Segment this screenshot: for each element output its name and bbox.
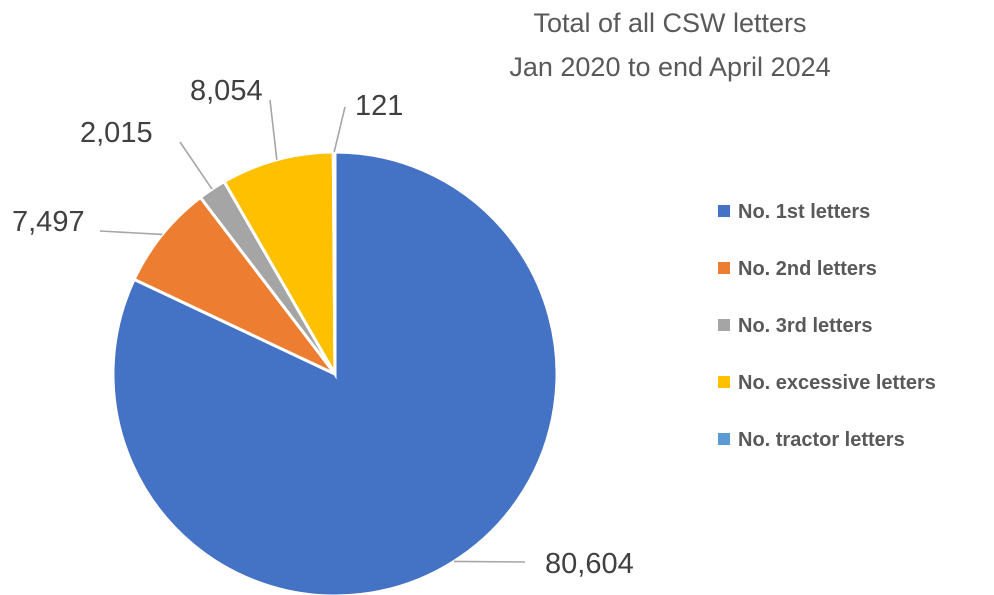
legend-swatch-no-3rd-letters — [718, 319, 730, 331]
pie-slice-no-excessive-letters — [222, 150, 337, 380]
leader-lines — [99, 99, 526, 563]
legend-swatch-no-excessive-letters — [718, 376, 730, 388]
legend-label-no-tractor-letters: No. tractor letters — [738, 429, 905, 451]
leader-line-no-3rd-letters — [179, 141, 213, 190]
leader-line-no-tractor-letters — [333, 106, 346, 153]
pie-slice-no-2nd-letters — [132, 195, 337, 376]
data-labels: 80,604 7,497 2,015 8,054 121 — [12, 75, 634, 580]
legend-label-no-3rd-letters: No. 3rd letters — [738, 315, 872, 337]
leader-line-no-excessive-letters — [269, 99, 278, 160]
chart-title-line-1: Total of all CSW letters — [533, 8, 806, 38]
data-label-no-2nd-letters: 7,497 — [12, 206, 85, 238]
legend-label-no-2nd-letters: No. 2nd letters — [738, 258, 877, 280]
pie-slice-no-tractor-letters — [331, 150, 337, 375]
data-label-no-excessive-letters: 8,054 — [190, 75, 263, 107]
legend-label-no-excessive-letters: No. excessive letters — [738, 372, 936, 394]
leader-line-no-2nd-letters — [99, 230, 163, 236]
data-label-no-tractor-letters: 121 — [355, 90, 403, 122]
pie-slices — [111, 150, 559, 595]
chart-title: Total of all CSW letters Jan 2020 to end… — [509, 8, 830, 82]
legend-swatch-no-2nd-letters — [718, 262, 730, 274]
legend-label-no-1st-letters: No. 1st letters — [738, 201, 870, 223]
legend-swatch-no-tractor-letters — [718, 433, 730, 445]
legend-swatch-no-1st-letters — [718, 205, 730, 217]
data-label-no-3rd-letters: 2,015 — [80, 117, 153, 149]
pie-slice-no-1st-letters — [111, 150, 559, 595]
leader-line-no-1st-letters — [453, 560, 526, 563]
data-label-no-1st-letters: 80,604 — [545, 548, 634, 580]
legend: No. 1st letters No. 2nd letters No. 3rd le… — [718, 201, 936, 451]
chart-title-line-2: Jan 2020 to end April 2024 — [509, 52, 830, 82]
